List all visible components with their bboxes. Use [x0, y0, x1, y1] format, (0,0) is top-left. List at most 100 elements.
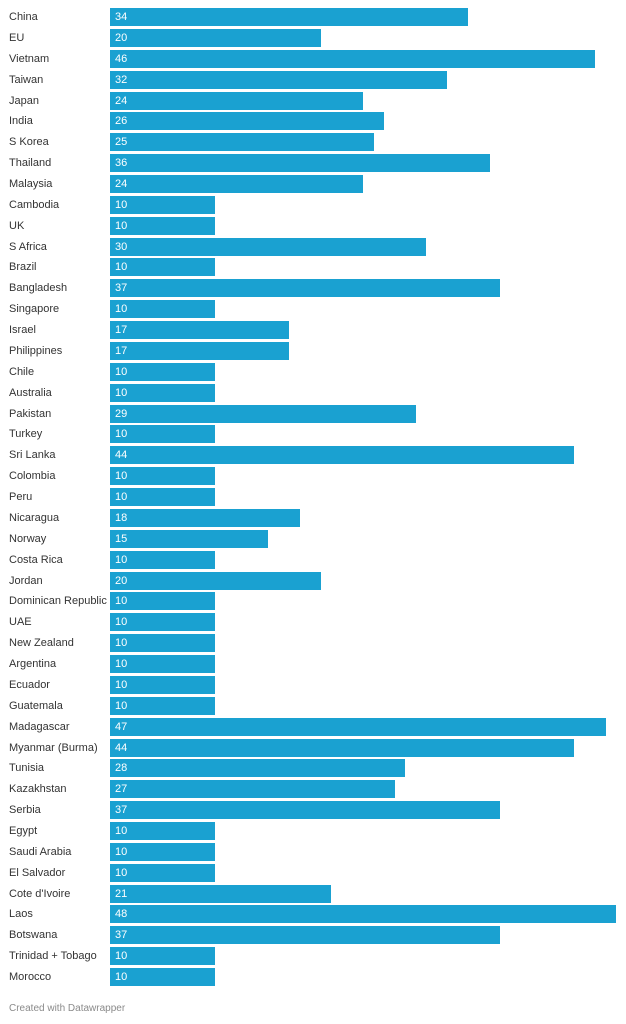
- value-label: 10: [115, 637, 128, 650]
- bar: 44: [110, 738, 574, 757]
- category-label: Nicaragua: [9, 511, 60, 524]
- value-label: 24: [115, 94, 128, 107]
- bar-row: Brazil 10: [0, 258, 626, 277]
- bar-row: Taiwan 32: [0, 70, 626, 89]
- value-label: 10: [115, 824, 128, 837]
- bar-row: Guatemala 10: [0, 696, 626, 715]
- bar-row: Cote d'Ivoire 21: [0, 884, 626, 903]
- bar-row: Colombia 10: [0, 467, 626, 486]
- value-label: 10: [115, 365, 128, 378]
- category-label: Bangladesh: [9, 282, 68, 295]
- value-label: 48: [115, 908, 128, 921]
- bar-row: Morocco 10: [0, 968, 626, 986]
- bar-row: Argentina 10: [0, 655, 626, 673]
- bar-row: Cambodia 10: [0, 195, 626, 214]
- bar-row: Singapore 10: [0, 300, 626, 319]
- category-label: S Korea: [9, 136, 49, 149]
- bar: 10: [110, 258, 216, 277]
- bar-row: Saudi Arabia 10: [0, 842, 626, 861]
- bar-row: Madagascar 47: [0, 717, 626, 736]
- bar-row: Ecuador 10: [0, 675, 626, 694]
- category-label: UK: [9, 219, 25, 232]
- value-label: 10: [115, 699, 128, 712]
- bar: 10: [110, 550, 216, 569]
- value-label: 10: [115, 845, 128, 858]
- category-label: Kazakhstan: [9, 783, 67, 796]
- value-label: 47: [115, 720, 128, 733]
- bar-row: S Africa 30: [0, 237, 626, 256]
- value-label: 24: [115, 178, 128, 190]
- bar-row: Costa Rica 10: [0, 550, 626, 569]
- value-label: 10: [115, 971, 128, 983]
- bar: 10: [110, 216, 216, 235]
- bar: 10: [110, 947, 216, 966]
- footer-credit[interactable]: Created with Datawrapper: [9, 1003, 126, 1014]
- bar-row: China 34: [0, 8, 626, 26]
- bar: 15: [110, 529, 269, 548]
- bar: 10: [110, 842, 216, 861]
- category-label: El Salvador: [9, 866, 66, 879]
- bar: 10: [110, 613, 216, 632]
- category-label: Taiwan: [9, 73, 44, 86]
- bar-row: Jordan 20: [0, 571, 626, 590]
- value-label: 15: [115, 532, 128, 545]
- bar-row: UAE 10: [0, 613, 626, 632]
- bar: 10: [110, 362, 216, 381]
- category-label: Vietnam: [9, 52, 50, 65]
- bar-row: Norway 15: [0, 529, 626, 548]
- bar-row: Trinidad + Tobago 10: [0, 947, 626, 966]
- bar: 29: [110, 404, 416, 423]
- value-label: 21: [115, 887, 128, 900]
- category-label: Israel: [9, 324, 36, 337]
- bar: 10: [110, 592, 216, 611]
- bar-row: UK 10: [0, 216, 626, 235]
- value-label: 30: [115, 240, 128, 253]
- value-label: 17: [115, 344, 128, 357]
- category-label: Laos: [9, 908, 33, 921]
- bar-row: Peru 10: [0, 488, 626, 506]
- value-label: 44: [115, 449, 128, 462]
- value-label: 46: [115, 52, 128, 65]
- bar: 25: [110, 133, 374, 152]
- bar-row: Pakistan 29: [0, 404, 626, 423]
- bar: 47: [110, 717, 606, 736]
- bar: 32: [110, 70, 448, 89]
- value-label: 20: [115, 574, 128, 587]
- value-label: 10: [115, 678, 128, 691]
- category-label: Saudi Arabia: [9, 845, 72, 858]
- bar-row: Malaysia 24: [0, 175, 626, 193]
- bar-row: Serbia 37: [0, 801, 626, 820]
- bar: 37: [110, 801, 500, 820]
- category-label: New Zealand: [9, 637, 74, 650]
- category-label: Trinidad + Tobago: [9, 950, 97, 963]
- category-label: Chile: [9, 365, 35, 378]
- category-label: Argentina: [9, 658, 57, 670]
- bar: 34: [110, 8, 469, 26]
- category-label: Morocco: [9, 971, 52, 983]
- bar: 10: [110, 655, 216, 673]
- bar-row: Myanmar (Burma) 44: [0, 738, 626, 757]
- bar: 10: [110, 634, 216, 653]
- bar-row: Chile 10: [0, 362, 626, 381]
- value-label: 10: [115, 261, 128, 274]
- bar: 10: [110, 425, 216, 444]
- bar-row: S Korea 25: [0, 133, 626, 152]
- category-label: S Africa: [9, 240, 47, 253]
- value-label: 10: [115, 303, 128, 316]
- category-label: Norway: [9, 532, 47, 545]
- category-label: Turkey: [9, 428, 43, 441]
- bar: 21: [110, 884, 332, 903]
- value-label: 10: [115, 198, 128, 211]
- value-label: 36: [115, 157, 128, 170]
- bar: 28: [110, 759, 406, 778]
- value-label: 10: [115, 866, 128, 879]
- category-label: Singapore: [9, 303, 60, 316]
- bar-row: Japan 24: [0, 91, 626, 110]
- bar: 10: [110, 821, 216, 840]
- bar: 10: [110, 968, 216, 986]
- bar-row: Nicaragua 18: [0, 508, 626, 527]
- value-label: 10: [115, 386, 128, 399]
- category-label: Japan: [9, 94, 39, 107]
- category-label: Malaysia: [9, 178, 53, 190]
- value-label: 10: [115, 950, 128, 963]
